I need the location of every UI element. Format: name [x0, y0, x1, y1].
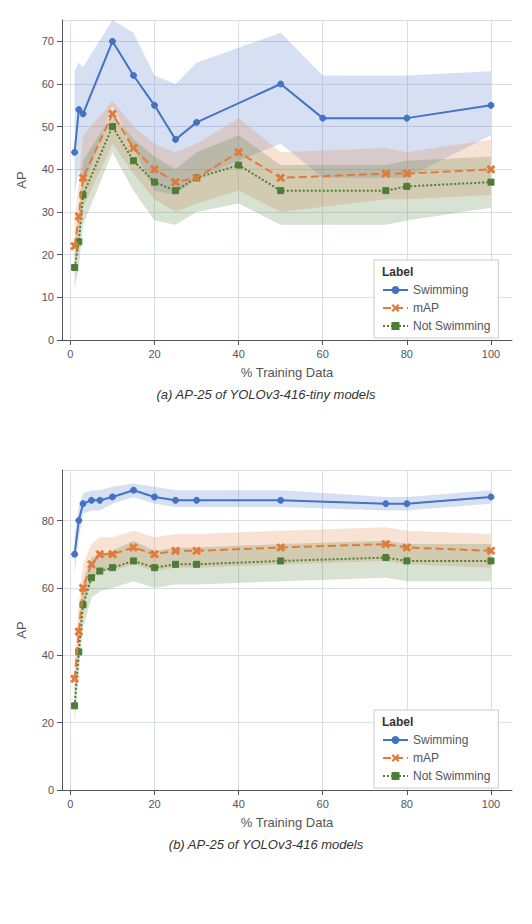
svg-text:mAP: mAP: [413, 301, 439, 315]
svg-text:50: 50: [42, 121, 54, 133]
svg-text:mAP: mAP: [413, 751, 439, 765]
svg-text:20: 20: [148, 798, 160, 810]
svg-text:70: 70: [42, 35, 54, 47]
svg-text:0: 0: [67, 798, 73, 810]
svg-text:20: 20: [42, 717, 54, 729]
svg-text:80: 80: [401, 798, 413, 810]
svg-text:Swimming: Swimming: [413, 733, 468, 747]
svg-text:80: 80: [401, 348, 413, 360]
svg-text:10: 10: [42, 291, 54, 303]
svg-text:20: 20: [42, 249, 54, 261]
svg-text:100: 100: [482, 798, 500, 810]
svg-text:40: 40: [42, 163, 54, 175]
svg-text:0: 0: [48, 784, 54, 796]
svg-text:Label: Label: [382, 265, 413, 279]
svg-text:40: 40: [233, 348, 245, 360]
svg-text:60: 60: [317, 798, 329, 810]
svg-text:20: 20: [148, 348, 160, 360]
svg-text:60: 60: [42, 582, 54, 594]
svg-text:40: 40: [42, 649, 54, 661]
svg-text:% Training Data: % Training Data: [241, 365, 334, 380]
svg-text:0: 0: [48, 334, 54, 346]
svg-text:Swimming: Swimming: [413, 283, 468, 297]
svg-text:60: 60: [317, 348, 329, 360]
svg-text:80: 80: [42, 515, 54, 527]
svg-text:40: 40: [233, 798, 245, 810]
svg-text:100: 100: [482, 348, 500, 360]
svg-text:AP: AP: [14, 621, 29, 638]
svg-text:AP: AP: [14, 171, 29, 188]
svg-text:0: 0: [67, 348, 73, 360]
svg-text:Not Swimming: Not Swimming: [413, 319, 490, 333]
svg-text:% Training Data: % Training Data: [241, 815, 334, 830]
svg-text:60: 60: [42, 78, 54, 90]
svg-text:Label: Label: [382, 715, 413, 729]
svg-text:Not Swimming: Not Swimming: [413, 769, 490, 783]
svg-text:30: 30: [42, 206, 54, 218]
svg-text:(a) AP-25 of YOLOv3-416-tiny m: (a) AP-25 of YOLOv3-416-tiny models: [157, 387, 376, 402]
svg-text:(b) AP-25 of YOLOv3-416 models: (b) AP-25 of YOLOv3-416 models: [169, 837, 364, 852]
